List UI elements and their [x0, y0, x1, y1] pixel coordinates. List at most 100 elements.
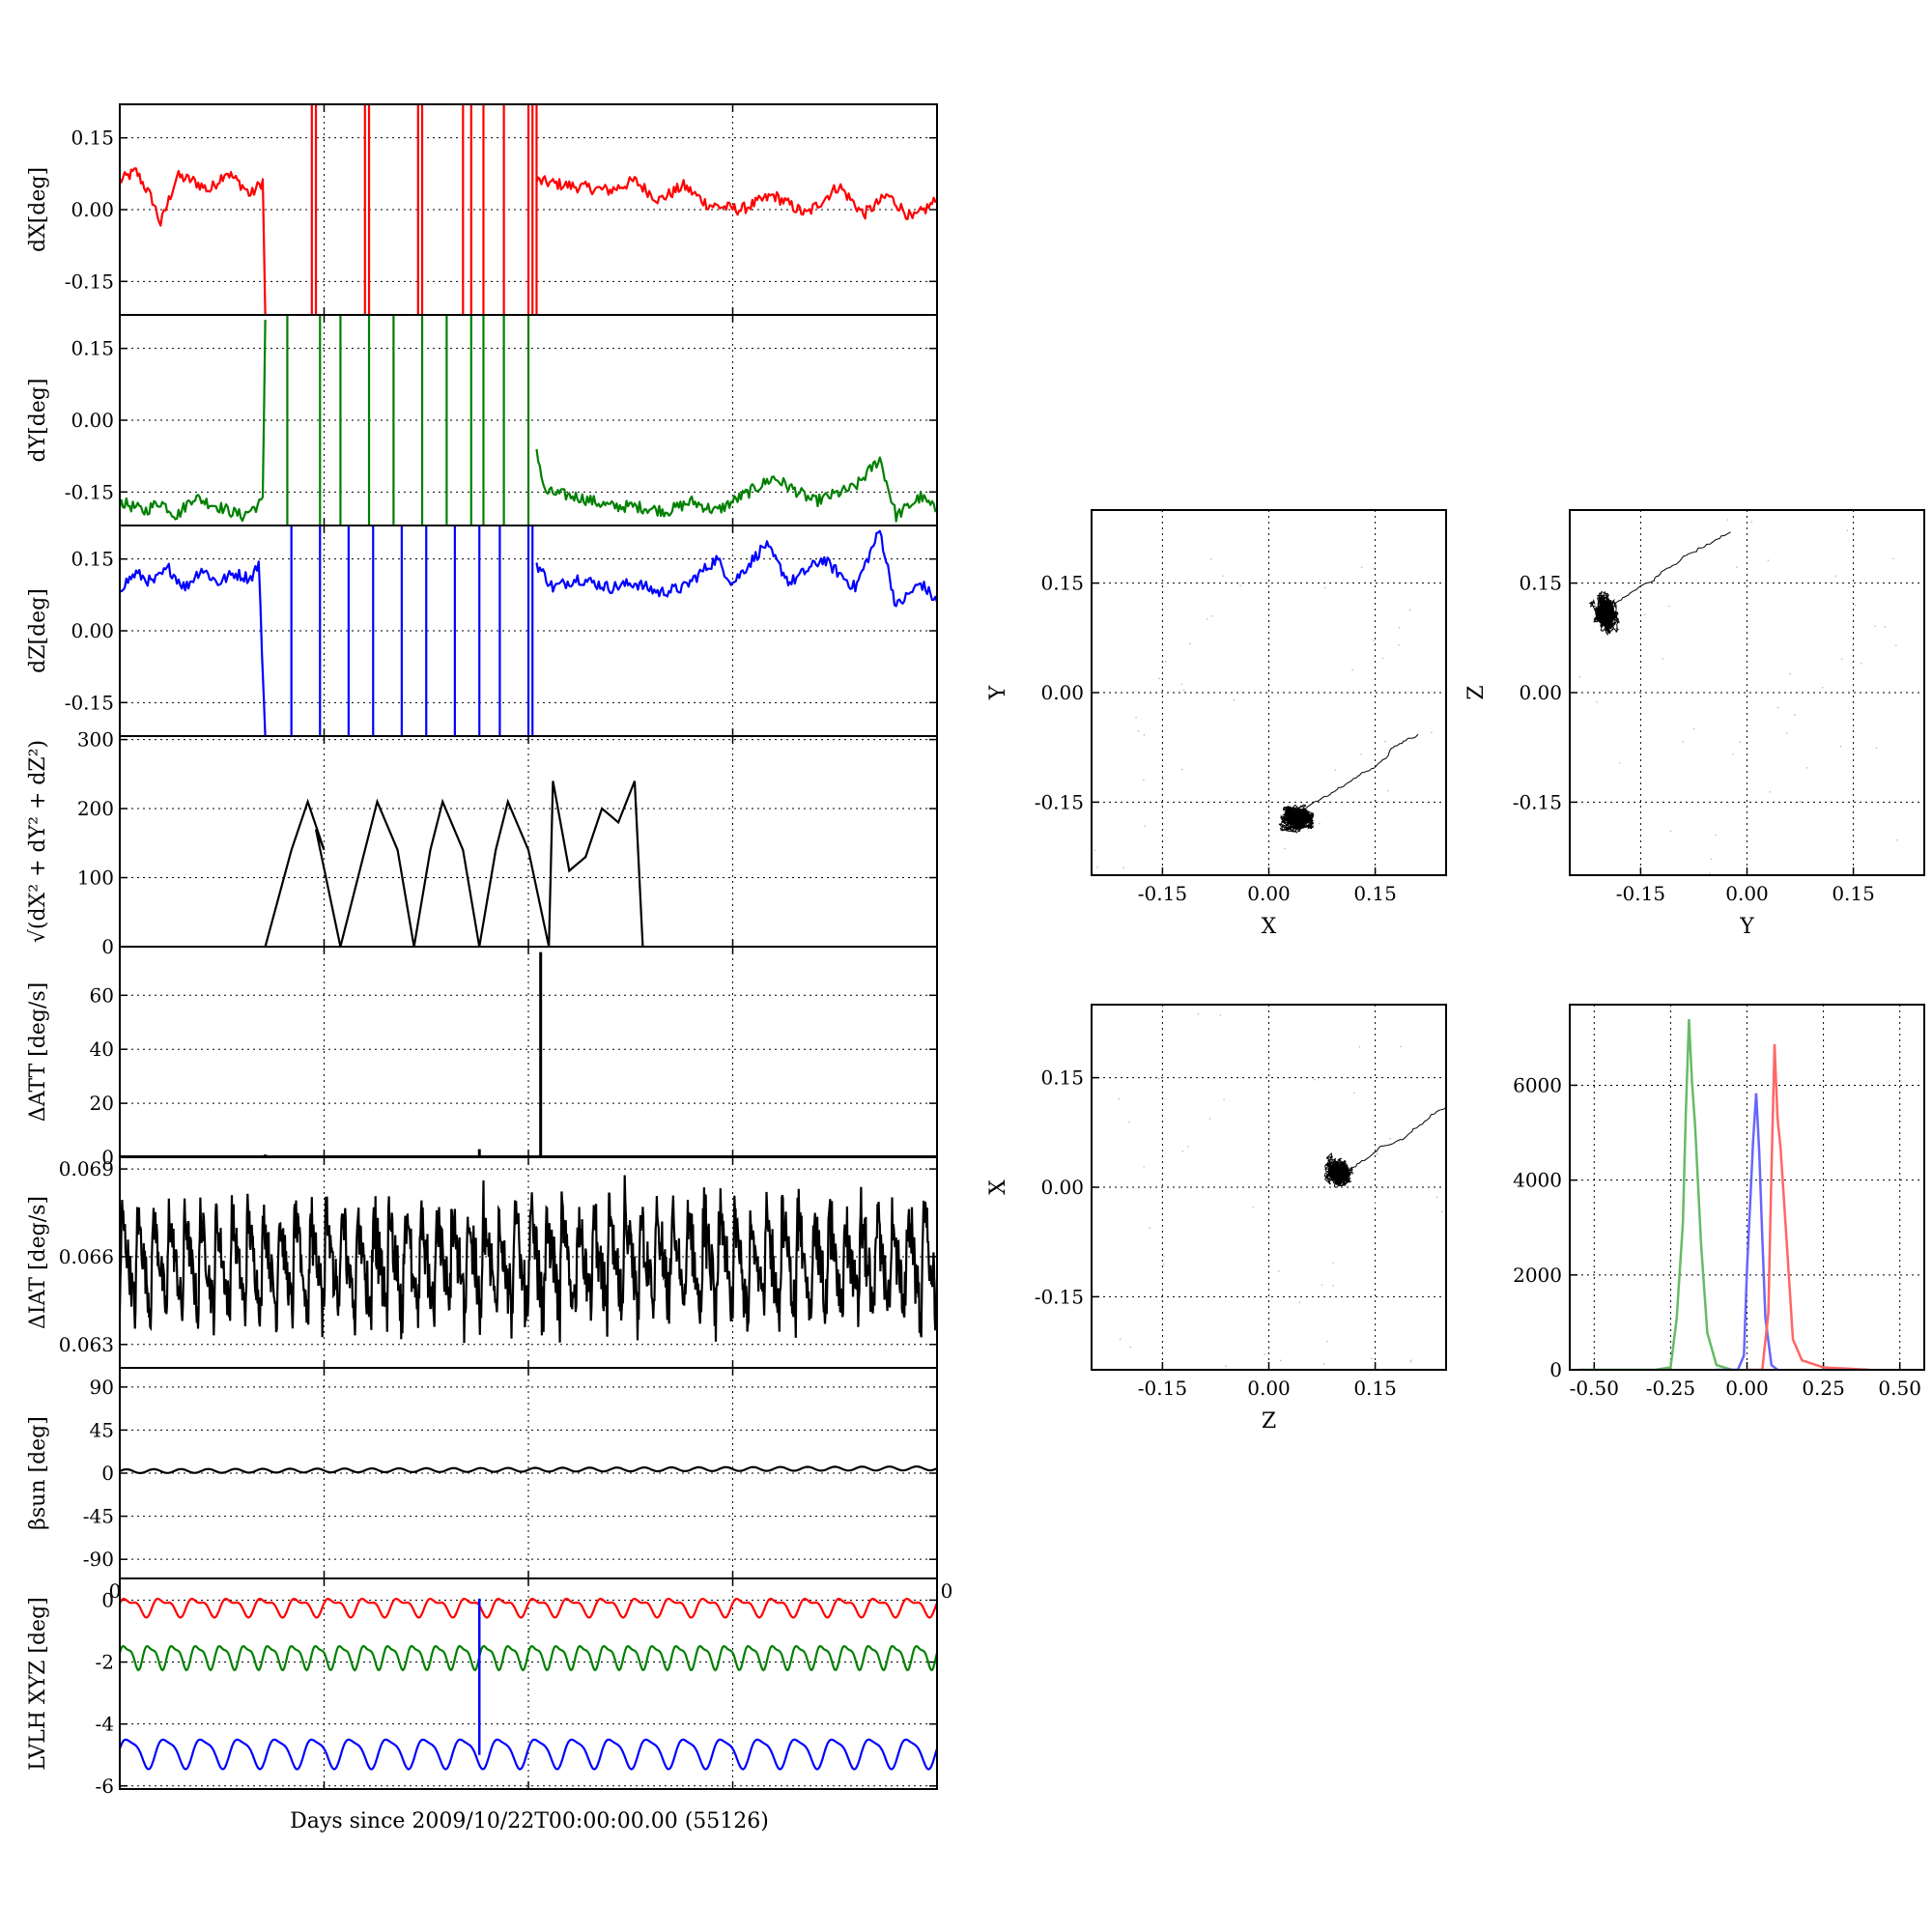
xy-stray-point: [1334, 769, 1336, 771]
xy-stray-point: [1384, 740, 1386, 743]
yz-stray-point: [1715, 834, 1717, 837]
zx-stray-point: [1219, 1014, 1222, 1016]
lvlh-series-0: [120, 1597, 937, 1619]
y-tick-label: 20: [90, 1092, 114, 1115]
y-tick-label: 0.15: [1040, 572, 1084, 595]
x-tick-label: 0.15: [1353, 882, 1397, 905]
panel-dz: 0.15 0.00 -0.15 dZ[deg]: [26, 525, 938, 737]
yz-stray-point: [1692, 727, 1695, 730]
x-tick-label: 0.50: [1878, 1377, 1921, 1400]
y-tick-label: 6000: [1513, 1073, 1562, 1096]
xy-stray-point: [1373, 639, 1375, 641]
xy-stray-point: [1431, 731, 1433, 734]
zx-stray-point: [1129, 1346, 1132, 1349]
y-axis-label: dY[deg]: [26, 379, 50, 463]
y-tick-label: 0.00: [71, 198, 114, 221]
zx-stray-point: [1332, 1262, 1335, 1264]
yz-stray-point: [1839, 745, 1842, 748]
yz-stray-point: [1776, 706, 1779, 709]
y-axis-label: X: [986, 1179, 1010, 1195]
yz-stray-point: [1875, 747, 1878, 750]
yz-stray-point: [1840, 658, 1843, 660]
xy-stray-point: [1360, 753, 1362, 755]
plot-area: [264, 781, 644, 947]
xy-stray-point: [1158, 677, 1161, 680]
dz-series-line: [120, 560, 267, 736]
yz-stray-point: [1578, 675, 1580, 678]
zx-stray-point: [1376, 1152, 1378, 1155]
y-axis-label: Z: [1464, 685, 1489, 699]
x-axis-label: Y: [1739, 915, 1754, 939]
xy-stray-point: [1094, 849, 1096, 852]
yz-stray-point: [1736, 566, 1738, 568]
panel-yz: -0.15 0.00 0.15 0.15 0.00 -0.15 Y Z: [1464, 509, 1925, 939]
y-tick-label: 0.15: [1040, 1066, 1084, 1090]
zx-stray-point: [1409, 1361, 1411, 1363]
yz-trajectory: [1588, 590, 1620, 637]
xy-trajectory: [1278, 804, 1315, 834]
zx-stray-point: [1441, 1210, 1443, 1213]
yz-stray-point: [1793, 714, 1796, 716]
xy-stray-point: [1162, 778, 1164, 781]
panel-frame: [1091, 1004, 1447, 1371]
plot-area: [1118, 1012, 1446, 1367]
zx-stray-point: [1435, 1196, 1438, 1199]
xy-stray-point: [1323, 586, 1326, 589]
lvlh-series-1: [120, 1644, 937, 1672]
yz-stray-point: [1709, 872, 1712, 875]
xy-stray-point: [1398, 643, 1400, 646]
zx-stray-point: [1264, 1353, 1265, 1356]
x-axis-label: Z: [1262, 1409, 1276, 1434]
zx-stray-point: [1163, 1263, 1165, 1265]
plot-area: [120, 1597, 937, 1771]
zx-stray-point: [1179, 1076, 1181, 1079]
zx-stray-point: [1358, 1045, 1361, 1048]
zx-stray-point: [1181, 1151, 1183, 1152]
y-axis-label: dZ[deg]: [26, 588, 50, 673]
yz-stray-point: [1834, 575, 1837, 578]
zx-stray-point: [1163, 1255, 1165, 1258]
yz-stray-point: [1731, 753, 1734, 755]
xy-stray-point: [1144, 825, 1146, 827]
zx-stray-point: [1119, 1338, 1122, 1341]
yz-stray-point: [1726, 519, 1729, 521]
yz-stray-point: [1884, 626, 1887, 628]
y-tick-label: -4: [96, 1713, 114, 1736]
dy-series-line: [535, 448, 937, 523]
yz-stray-point: [1643, 613, 1646, 616]
yz-stray-point: [1669, 830, 1672, 833]
x-tick-label: -0.15: [1616, 882, 1665, 905]
xy-stray-point: [1143, 779, 1145, 781]
xy-stray-point: [1160, 510, 1162, 513]
xy-stray-point: [1181, 768, 1183, 771]
y-tick-label: 60: [90, 983, 114, 1007]
panel-frame: [1569, 1004, 1925, 1371]
xy-stray-point: [1386, 789, 1389, 792]
y-tick-label: 0.15: [71, 548, 114, 571]
plot-area: [120, 526, 937, 736]
y-tick-label: 0.069: [59, 1157, 114, 1180]
panel-dy: 0.15 0.00 -0.15 dY[deg]: [26, 314, 938, 526]
yz-stray-point: [1789, 672, 1791, 675]
panel-datt: 60 40 20 0 ΔATT [deg/s]: [26, 946, 938, 1169]
zx-stray-point: [1118, 1097, 1120, 1100]
yz-stray-point: [1805, 767, 1808, 769]
y-tick-label: 100: [77, 867, 114, 890]
x-tick-label: -0.15: [1138, 882, 1187, 905]
y-tick-label: -0.15: [65, 480, 114, 503]
zx-stray-point: [1353, 1092, 1355, 1094]
figure-x-axis-label: Days since 2009/10/22T00:00:00.00 (55126…: [290, 1809, 769, 1833]
diat-series-line: [120, 1175, 937, 1344]
y-axis-label: βsun [deg]: [26, 1416, 50, 1530]
zx-stray-point: [1158, 1077, 1160, 1080]
x-tick-label: 0.00: [1725, 1377, 1769, 1400]
y-tick-label: 0: [101, 1588, 114, 1611]
yz-stray-point: [1769, 791, 1772, 793]
zx-stray-point: [1371, 1357, 1373, 1360]
yz-stray-point: [1710, 858, 1713, 861]
xy-stray-point: [1189, 642, 1191, 645]
y-tick-label: 0: [101, 1146, 114, 1169]
panel-dx: 0.15 0.00 -0.15 dX[deg]: [26, 103, 938, 316]
yz-stray-point: [1596, 701, 1598, 703]
xy-stray-point: [1137, 729, 1140, 732]
